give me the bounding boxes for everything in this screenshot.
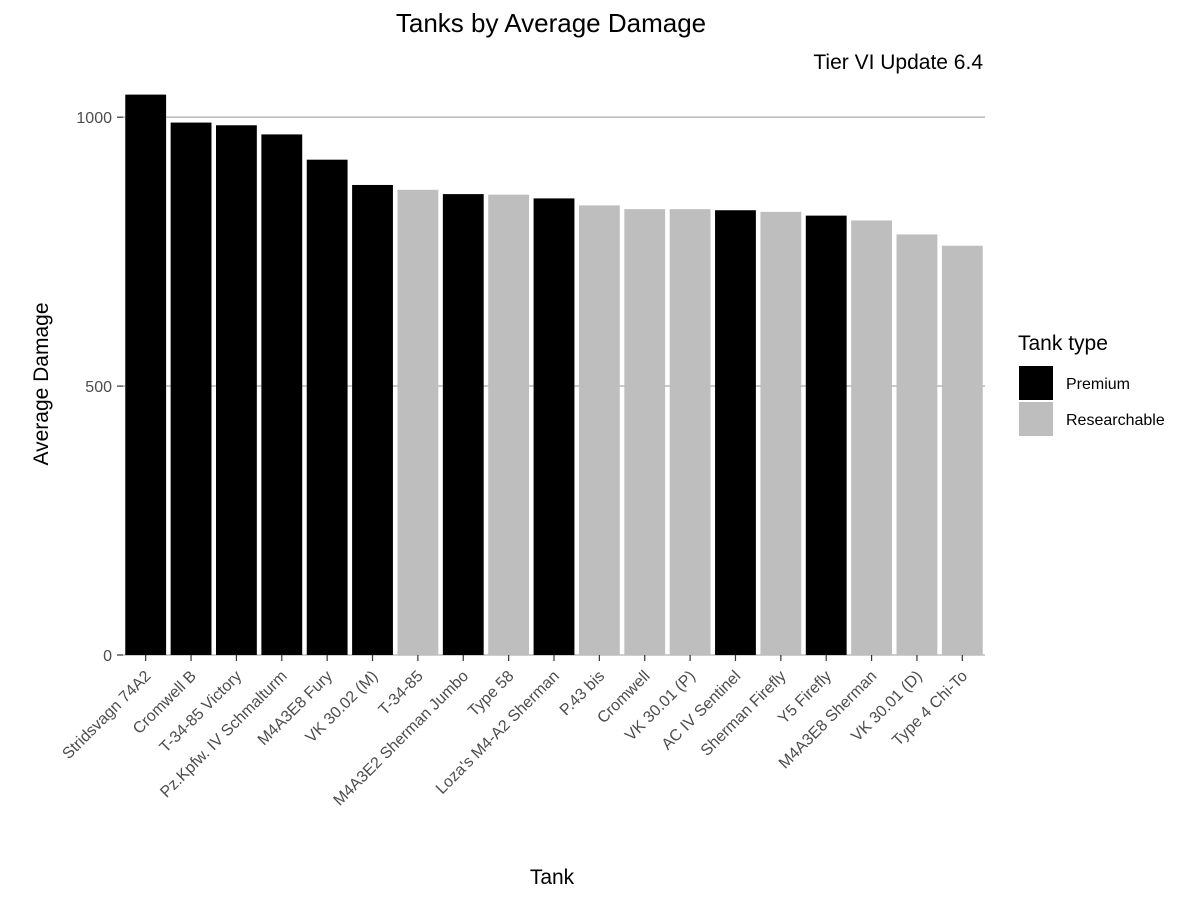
chart-subtitle: Tier VI Update 6.4	[813, 51, 983, 74]
y-axis: 0 500 1000	[76, 110, 123, 665]
bar	[442, 194, 484, 656]
legend-title: Tank type	[1018, 332, 1108, 355]
bar	[760, 211, 802, 656]
y-tick-label: 500	[85, 379, 112, 396]
bar	[216, 125, 257, 655]
bar	[851, 220, 892, 655]
bar	[261, 134, 303, 655]
legend-label: Premium	[1066, 376, 1130, 393]
legend: Tank type Premium Researchable	[1018, 332, 1165, 436]
x-axis-label: Tank	[530, 866, 575, 889]
y-tick-label: 0	[103, 648, 112, 665]
bar	[306, 159, 348, 656]
bar	[578, 205, 620, 655]
x-tick-label: T-34-85 Victory	[157, 668, 246, 757]
chart-title: Tanks by Average Damage	[396, 8, 706, 38]
x-tick-label: AC IV Sentinel	[659, 668, 745, 754]
legend-swatch	[1019, 402, 1053, 436]
bar	[488, 194, 530, 655]
bar	[941, 245, 983, 655]
bars	[125, 94, 983, 656]
bar	[352, 184, 393, 656]
bar	[533, 198, 575, 655]
bar	[624, 209, 666, 655]
bar	[170, 122, 212, 655]
bar	[397, 189, 439, 655]
bar	[805, 215, 847, 656]
legend-label: Researchable	[1066, 412, 1165, 429]
bar	[669, 209, 711, 655]
y-tick-label: 1000	[76, 110, 112, 127]
bar	[715, 210, 756, 656]
bar	[125, 94, 167, 655]
bar	[896, 234, 938, 655]
y-axis-label: Average Damage	[30, 302, 53, 465]
legend-swatch	[1019, 366, 1053, 400]
